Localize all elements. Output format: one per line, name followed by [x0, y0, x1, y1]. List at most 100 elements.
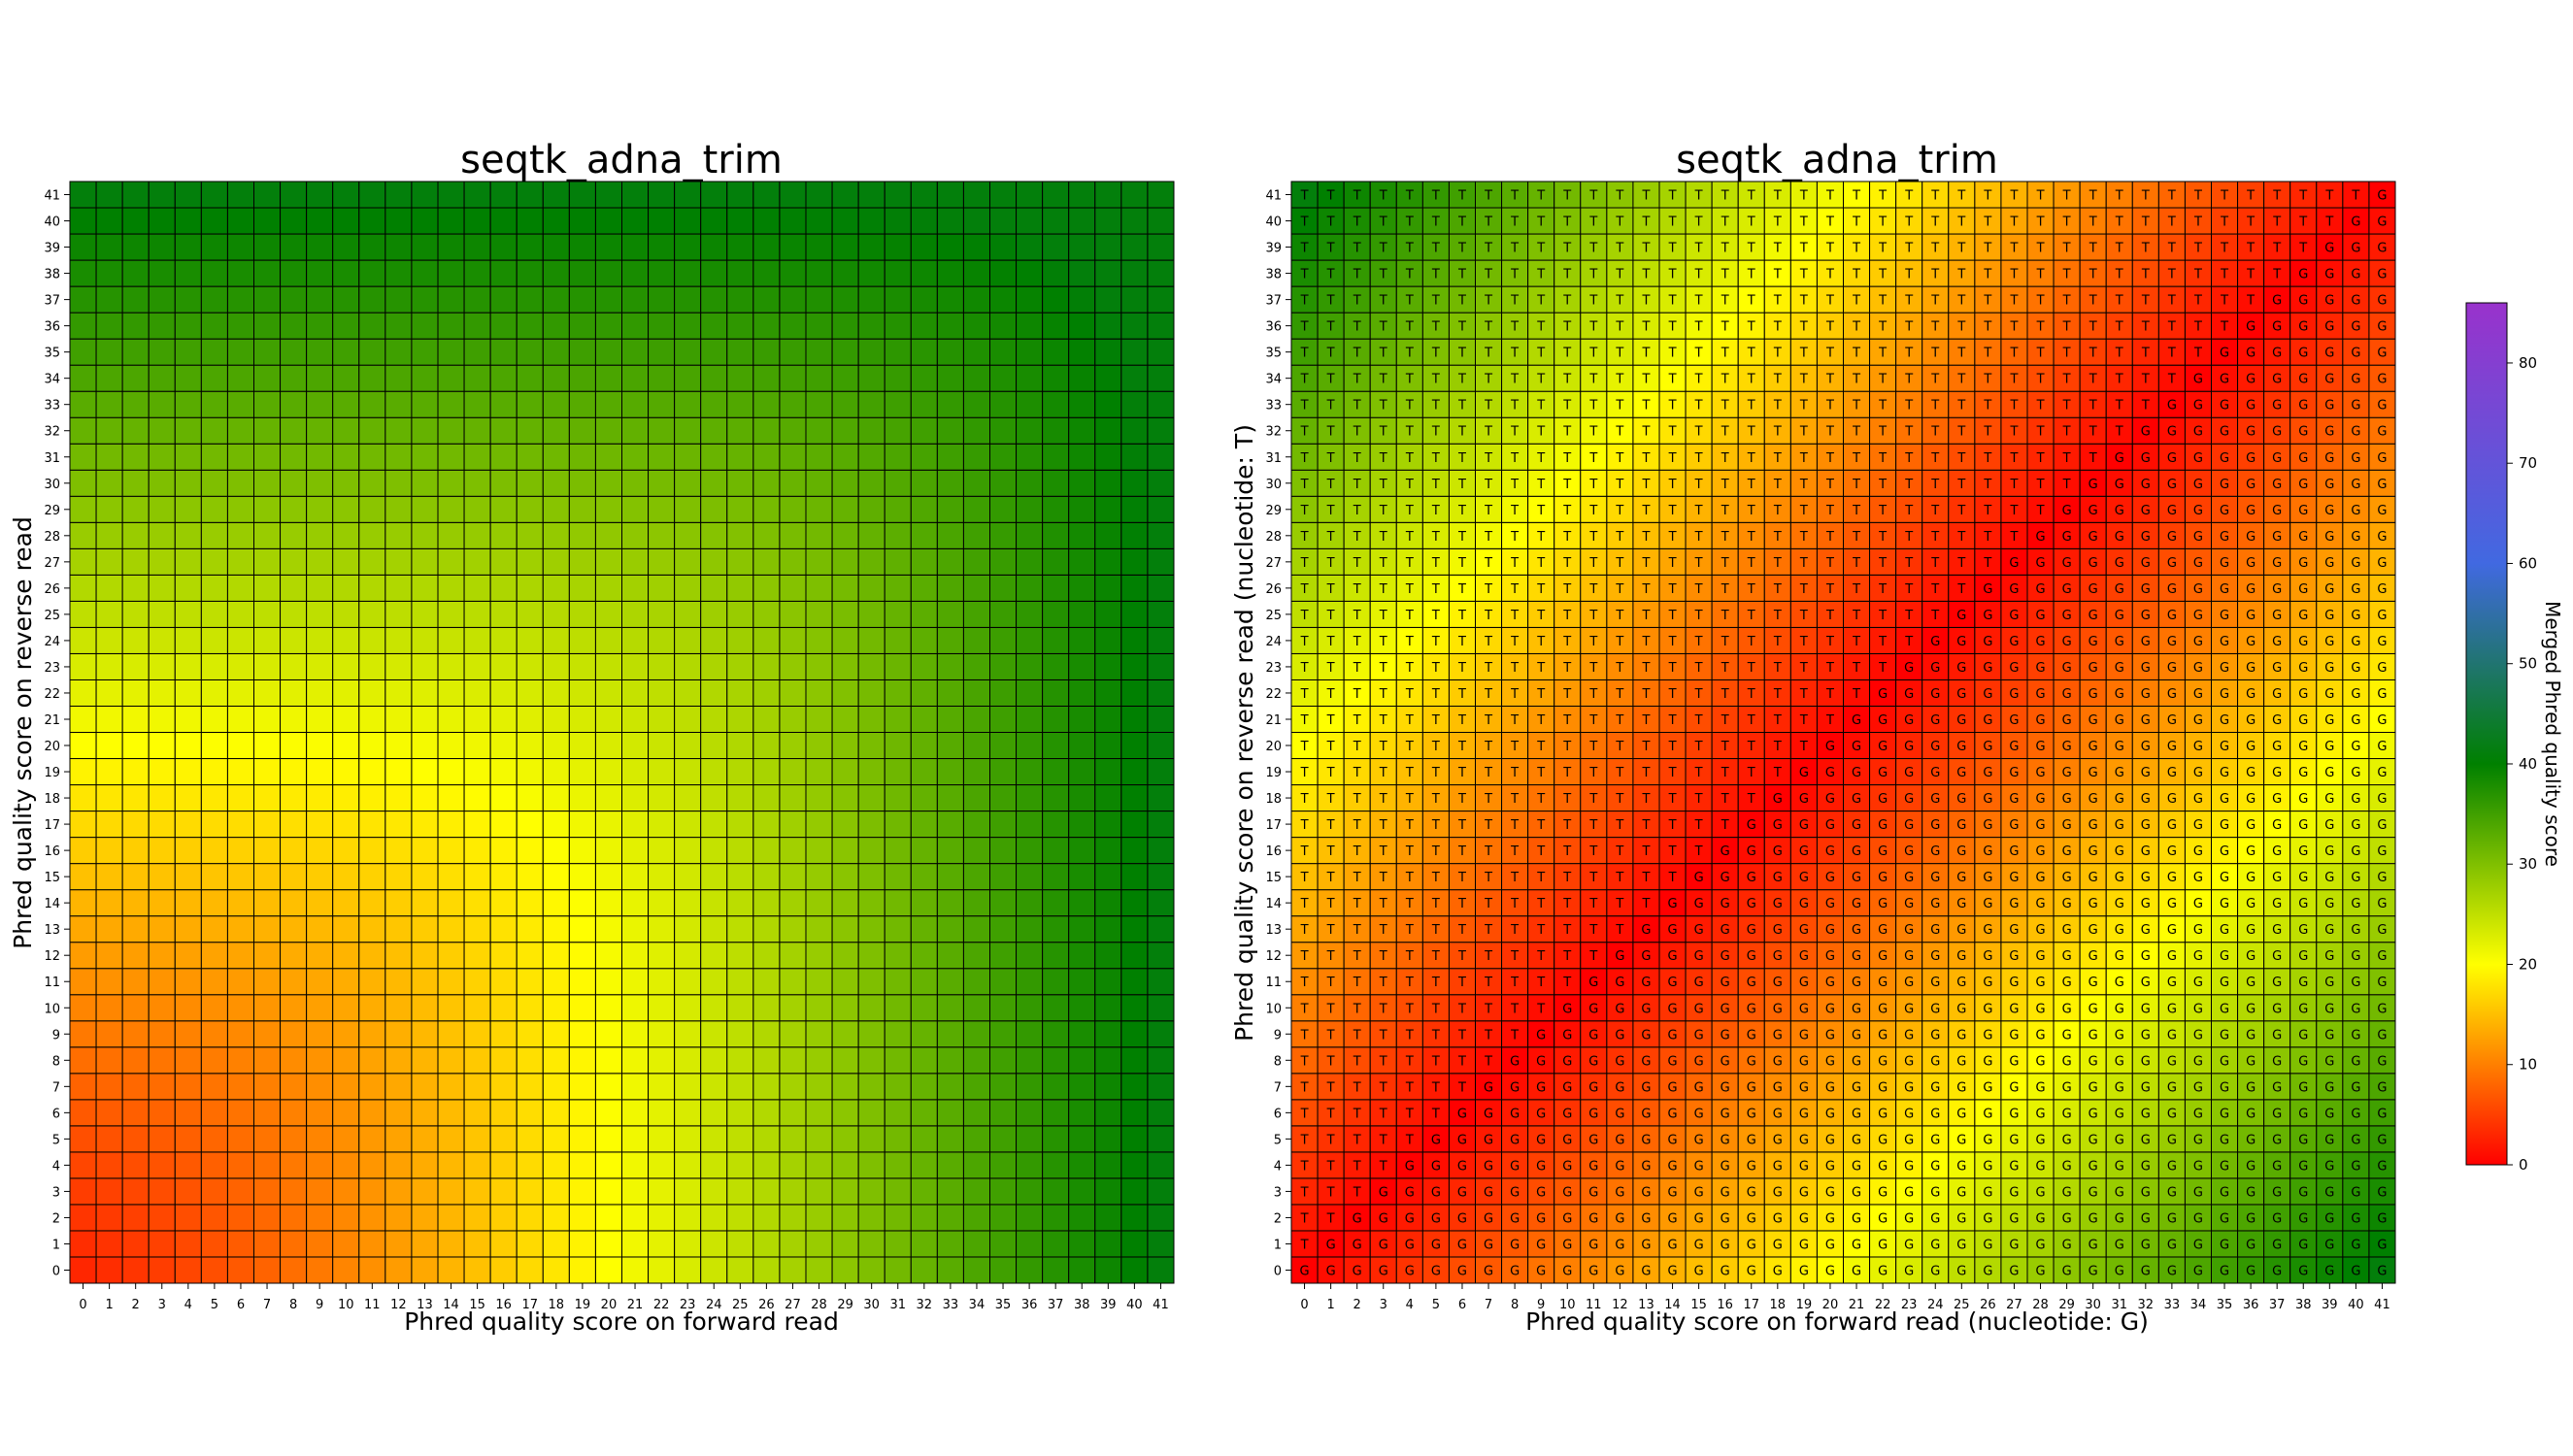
heatmap-cell	[463, 1256, 491, 1284]
cell-nucleotide-label: G	[1536, 1238, 1546, 1252]
heatmap-cell	[621, 942, 650, 970]
cell-nucleotide-label: G	[2298, 1028, 2308, 1042]
heatmap-cell	[200, 600, 228, 628]
heatmap-cell	[1094, 1256, 1122, 1284]
cell-nucleotide-label: G	[2088, 504, 2098, 518]
heatmap-cell	[463, 1046, 491, 1075]
heatmap-cell	[752, 547, 781, 576]
cell-nucleotide-label: G	[2088, 1028, 2098, 1042]
cell-nucleotide-label: G	[2009, 740, 2019, 754]
cell-nucleotide-label: G	[2220, 844, 2229, 859]
cell-nucleotide-label: T	[1904, 347, 1913, 361]
heatmap-cell	[594, 889, 622, 917]
cell-nucleotide-label: T	[1878, 530, 1887, 545]
cell-nucleotide-label: T	[1484, 818, 1492, 833]
heatmap-cell	[989, 259, 1018, 287]
heatmap-cell	[1120, 811, 1149, 839]
x-tick-label: 10	[338, 1298, 354, 1312]
cell-nucleotide-label: G	[2062, 530, 2072, 545]
cell-nucleotide-label: T	[1956, 582, 1965, 597]
cell-nucleotide-label: G	[1825, 923, 1835, 938]
cell-nucleotide-label: G	[2324, 347, 2334, 361]
cell-nucleotide-label: T	[1379, 347, 1387, 361]
cell-nucleotide-label: G	[2141, 609, 2151, 623]
heatmap-cell	[411, 942, 439, 970]
cell-nucleotide-label: G	[1956, 871, 1966, 885]
cell-nucleotide-label: G	[2324, 451, 2334, 466]
heatmap-cell	[857, 600, 886, 628]
heatmap-cell	[174, 1256, 202, 1284]
heatmap-cell	[463, 811, 491, 839]
cell-nucleotide-label: G	[1641, 1264, 1651, 1278]
heatmap-cell	[752, 863, 781, 891]
x-tick-label: 4	[184, 1298, 192, 1312]
cell-nucleotide-label: T	[1431, 818, 1440, 833]
heatmap-cell	[1475, 1177, 1503, 1206]
cell-nucleotide-label: G	[2141, 451, 2151, 466]
heatmap-cell	[700, 1073, 728, 1101]
heatmap-cell	[542, 968, 570, 996]
cell-nucleotide-label: T	[1694, 740, 1703, 754]
heatmap-cell	[752, 678, 781, 707]
heatmap-cell	[174, 1125, 202, 1153]
cell-nucleotide-label: G	[2115, 687, 2124, 702]
heatmap-cell	[200, 364, 228, 392]
heatmap-cell	[2105, 1125, 2133, 1153]
heatmap-cell	[1068, 233, 1096, 261]
cell-nucleotide-label: G	[2193, 399, 2203, 414]
cell-nucleotide-label: T	[1983, 478, 1991, 492]
heatmap-cell	[805, 1204, 833, 1232]
heatmap-cell	[358, 889, 386, 917]
cell-nucleotide-label: G	[2167, 844, 2177, 859]
heatmap-cell	[306, 521, 334, 549]
cell-nucleotide-label: G	[2036, 1002, 2046, 1016]
heatmap-cell	[1016, 1073, 1044, 1101]
cell-nucleotide-label: T	[1536, 897, 1545, 911]
cell-nucleotide-label: G	[2324, 1002, 2334, 1016]
cell-nucleotide-label: T	[1510, 687, 1519, 702]
cell-nucleotide-label: G	[1956, 976, 1966, 990]
cell-nucleotide-label: G	[1773, 1211, 1783, 1226]
cell-nucleotide-label: G	[2220, 1080, 2229, 1095]
cell-nucleotide-label: G	[2351, 949, 2360, 964]
cell-nucleotide-label: T	[1615, 766, 1623, 780]
cell-nucleotide-label: G	[1878, 1002, 1888, 1016]
heatmap-cell	[568, 233, 596, 261]
cell-nucleotide-label: G	[1799, 1159, 1809, 1174]
heatmap-cell	[1147, 915, 1175, 943]
heatmap-cell	[332, 889, 360, 917]
heatmap-cell	[1120, 705, 1149, 733]
heatmap-cell	[332, 1230, 360, 1258]
cell-nucleotide-label: G	[2036, 766, 2046, 780]
heatmap-cell	[752, 784, 781, 812]
cell-nucleotide-label: G	[2115, 949, 2124, 964]
heatmap-cell	[1094, 732, 1122, 760]
heatmap-cell	[174, 259, 202, 287]
heatmap-cell	[1094, 1125, 1122, 1153]
cell-nucleotide-label: G	[1878, 1238, 1888, 1252]
cell-nucleotide-label: G	[1588, 1264, 1598, 1278]
cell-nucleotide-label: G	[2193, 792, 2203, 807]
heatmap-cell	[1606, 1099, 1634, 1127]
cell-nucleotide-label: T	[1930, 582, 1939, 597]
heatmap-cell	[226, 574, 254, 602]
cell-nucleotide-label: T	[1825, 687, 1834, 702]
heatmap-cell	[805, 652, 833, 680]
heatmap-cell	[463, 364, 491, 392]
cell-nucleotide-label: G	[1983, 766, 1992, 780]
cell-nucleotide-label: T	[1878, 373, 1887, 387]
cell-nucleotide-label: G	[2062, 766, 2072, 780]
cell-nucleotide-label: T	[1904, 530, 1913, 545]
cell-nucleotide-label: G	[2220, 740, 2229, 754]
cell-nucleotide-label: T	[2141, 373, 2150, 387]
cell-nucleotide-label: G	[2036, 1080, 2046, 1095]
heatmap-cell	[411, 1125, 439, 1153]
heatmap-cell	[384, 600, 413, 628]
heatmap-cell	[358, 968, 386, 996]
cell-nucleotide-label: T	[1641, 478, 1650, 492]
cell-nucleotide-label: G	[1930, 871, 1940, 885]
heatmap-cell	[174, 1204, 202, 1232]
heatmap-cell	[1016, 758, 1044, 786]
cell-nucleotide-label: G	[2141, 635, 2151, 649]
cell-nucleotide-label: T	[1983, 347, 1991, 361]
